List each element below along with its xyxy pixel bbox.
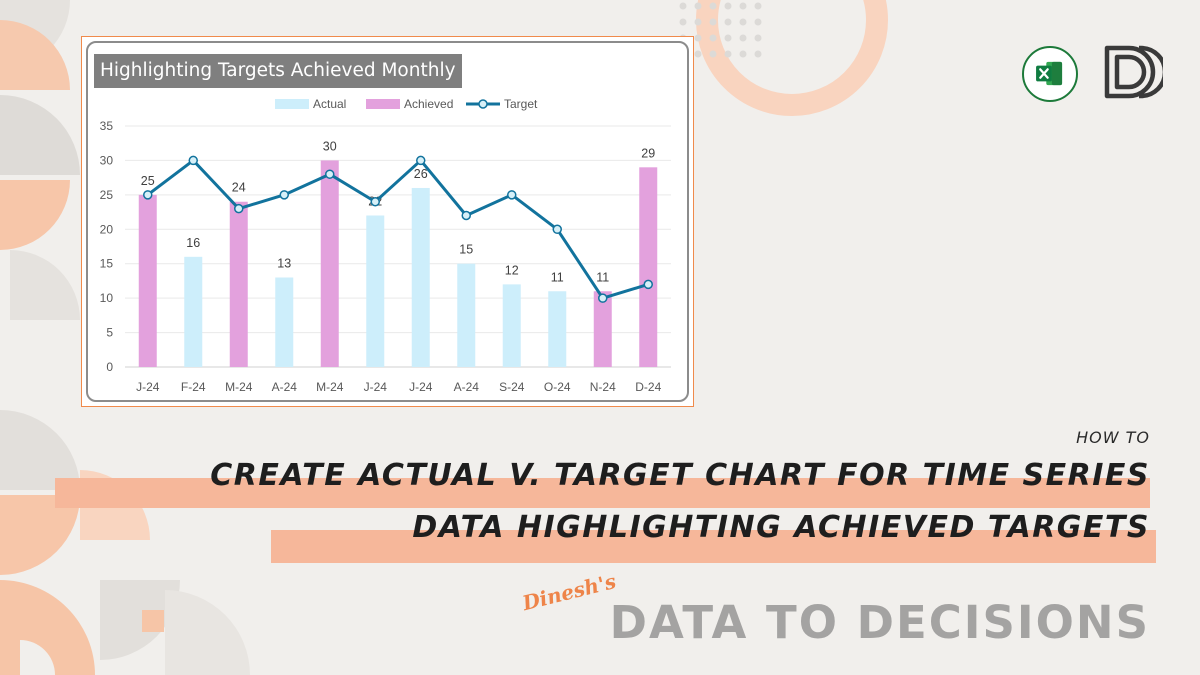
target-marker <box>234 203 244 214</box>
y-tick-label: 5 <box>106 326 113 340</box>
data-label: 29 <box>641 146 655 160</box>
legend-swatch-achieved <box>366 99 400 109</box>
x-tick-label: J-24 <box>364 380 388 394</box>
legend-label-actual: Actual <box>313 97 346 111</box>
bar-actual <box>184 256 203 367</box>
excel-logo-icon <box>1022 46 1078 102</box>
legend-label-achieved: Achieved <box>404 97 453 111</box>
y-tick-label: 25 <box>100 188 114 202</box>
x-tick-label: J-24 <box>136 380 160 394</box>
bar-actual <box>411 187 430 367</box>
data-label: 11 <box>596 270 609 284</box>
bar-actual <box>548 291 567 367</box>
y-tick-label: 30 <box>100 153 114 167</box>
x-tick-label: S-24 <box>499 380 525 394</box>
brand-title: DATA TO DECISIONS <box>609 596 1150 649</box>
target-marker <box>279 190 289 200</box>
target-marker <box>325 169 335 179</box>
target-marker <box>143 190 153 200</box>
data-label: 30 <box>323 139 337 153</box>
target-marker <box>416 155 426 166</box>
headline-line-1: CREATE ACTUAL V. TARGET CHART FOR TIME S… <box>210 458 1150 493</box>
target-marker <box>461 210 471 221</box>
bar-actual <box>457 263 476 367</box>
bar-achieved <box>320 160 339 367</box>
bar-actual <box>275 277 294 367</box>
data-label: 26 <box>414 167 428 181</box>
data-label: 25 <box>141 174 155 188</box>
y-tick-label: 15 <box>100 257 114 271</box>
x-tick-label: A-24 <box>272 380 298 394</box>
how-to-label: HOW TO <box>1076 428 1150 447</box>
target-line <box>146 158 649 300</box>
x-tick-label: O-24 <box>544 380 571 394</box>
x-tick-label: M-24 <box>225 380 253 394</box>
x-tick-label: M-24 <box>316 380 344 394</box>
chart-title: Highlighting Targets Achieved Monthly <box>94 54 462 88</box>
actual-vs-target-chart: 0 5 10 15 20 25 30 35 J-24 F-24 M-24 A-24 M-24 J-24 J-… <box>100 97 671 394</box>
y-tick-label: 0 <box>106 360 113 374</box>
bar-achieved <box>229 201 248 367</box>
y-tick-label: 35 <box>100 119 114 133</box>
bar-achieved <box>593 291 612 367</box>
headline-highlight-1 <box>55 478 1150 508</box>
headline-highlight-2 <box>271 530 1156 563</box>
target-marker <box>370 196 380 207</box>
x-tick-label: D-24 <box>635 380 661 394</box>
chart-area: 0 5 10 15 20 25 30 35 J-24 F-24 M-24 A-24 M-24 J-24 J-… <box>86 41 689 402</box>
data-label: 11 <box>551 270 564 284</box>
d2d-logo-icon <box>1104 45 1163 99</box>
y-tick-label: 20 <box>100 222 114 236</box>
bar-achieved <box>138 194 157 367</box>
bar-actual <box>502 284 521 367</box>
legend-label-target: Target <box>504 97 538 111</box>
target-marker <box>188 155 198 166</box>
data-label: 16 <box>186 236 200 250</box>
legend-marker-target <box>478 99 488 109</box>
data-label: 13 <box>277 256 291 270</box>
x-tick-label: A-24 <box>454 380 480 394</box>
x-tick-label: J-24 <box>409 380 433 394</box>
target-marker <box>598 293 608 303</box>
bar-achieved <box>639 167 658 367</box>
headline-line-2: DATA HIGHLIGHTING ACHIEVED TARGETS <box>412 510 1150 545</box>
y-tick-label: 10 <box>100 291 114 305</box>
target-marker <box>552 224 562 235</box>
data-label: 15 <box>459 243 473 257</box>
x-tick-label: N-24 <box>590 380 616 394</box>
data-label: 12 <box>505 263 519 277</box>
bar-actual <box>366 215 385 367</box>
target-marker <box>507 190 517 200</box>
data-label: 24 <box>232 181 246 195</box>
x-tick-label: F-24 <box>181 380 206 394</box>
legend-swatch-actual <box>275 99 309 109</box>
chart-frame: 0 5 10 15 20 25 30 35 J-24 F-24 M-24 A-24 M-24 J-24 J-… <box>81 36 694 407</box>
target-marker <box>643 279 653 290</box>
